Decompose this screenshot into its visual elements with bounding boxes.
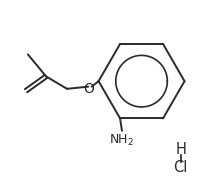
Text: O: O: [84, 82, 95, 96]
Text: H: H: [175, 142, 186, 157]
Text: NH$_2$: NH$_2$: [109, 133, 135, 148]
Text: Cl: Cl: [174, 160, 188, 175]
